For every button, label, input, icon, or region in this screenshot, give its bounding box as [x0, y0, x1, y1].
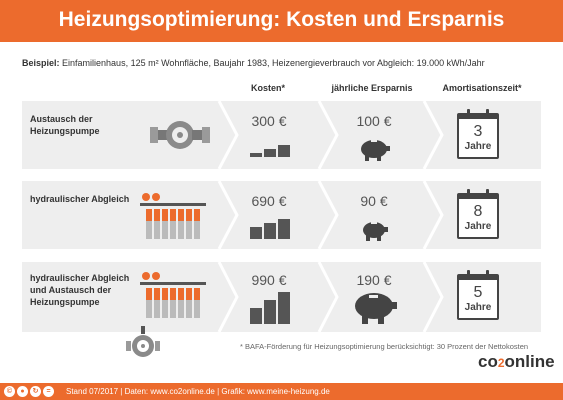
calendar-ring — [467, 270, 470, 278]
sa-icon: ↻ — [30, 386, 41, 397]
payback-unit: Jahre — [464, 141, 492, 152]
calendar-ring — [467, 109, 470, 117]
radiator-icon — [140, 193, 206, 239]
calendar-icon: 3 Jahre — [457, 109, 499, 159]
measure-row-pump: Austausch der Heizungspumpe 300 € 100 € … — [22, 101, 541, 169]
brand-logo[interactable]: co2online — [478, 352, 555, 372]
payback-unit: Jahre — [464, 221, 492, 232]
chevron-divider — [317, 181, 339, 249]
chevron-divider — [422, 262, 444, 332]
piggy-bank-icon — [355, 293, 397, 324]
page-title: Heizungsoptimierung: Kosten und Ersparni… — [58, 8, 505, 31]
footnote: * BAFA-Förderung für Heizungsoptimierung… — [240, 342, 529, 351]
piggy-bank-icon — [363, 222, 388, 241]
by-icon: ● — [17, 386, 28, 397]
measure-row-balancing: hydraulischer Abgleich 690 € 90 € 8 Jahr… — [22, 181, 541, 249]
measure-label: hydraulischer Abgleich — [30, 194, 130, 204]
measure-label: Austausch der Heizungspumpe — [30, 114, 100, 136]
chevron-divider — [217, 101, 239, 169]
chevron-divider — [217, 262, 239, 332]
saving-value: 90 € — [360, 193, 388, 209]
payback-years: 5 — [473, 284, 483, 301]
cost-value: 990 € — [251, 272, 287, 288]
cc-icon: © — [4, 386, 15, 397]
nd-icon: = — [43, 386, 54, 397]
cost-value: 300 € — [251, 113, 287, 129]
payback-years: 3 — [473, 123, 483, 140]
coins-icon — [250, 292, 290, 324]
brand-part: co — [478, 352, 498, 371]
column-header-payback: Amortisationszeit* — [442, 83, 522, 93]
chevron-divider — [217, 181, 239, 249]
cost-value: 690 € — [251, 193, 287, 209]
calendar-ring — [486, 109, 489, 117]
measure-label: hydraulischer Abgleich und Austausch der… — [30, 273, 130, 307]
chevron-divider — [422, 181, 444, 249]
chevron-divider — [317, 262, 339, 332]
pump-icon — [150, 121, 210, 149]
coins-icon — [250, 145, 290, 157]
calendar-icon: 8 Jahre — [457, 189, 499, 239]
calendar-ring — [486, 270, 489, 278]
brand-part: online — [504, 352, 555, 371]
coins-icon — [250, 219, 290, 239]
footer-credits: Stand 07/2017 | Daten: www.co2online.de … — [66, 387, 330, 396]
measure-row-combined: hydraulischer Abgleich und Austausch der… — [22, 262, 541, 332]
calendar-ring — [486, 189, 489, 197]
saving-value: 100 € — [356, 113, 392, 129]
header-bar: Heizungsoptimierung: Kosten und Ersparni… — [0, 0, 563, 42]
column-header-costs: Kosten* — [250, 83, 285, 93]
footer-bar: © ● ↻ = Stand 07/2017 | Daten: www.co2on… — [0, 383, 563, 400]
example-label: Beispiel: — [22, 58, 60, 68]
chevron-divider — [422, 101, 444, 169]
example-description: Beispiel: Einfamilienhaus, 125 m² Wohnfl… — [22, 58, 485, 68]
pump-icon — [126, 326, 160, 357]
piggy-bank-icon — [361, 140, 390, 161]
calendar-ring — [467, 189, 470, 197]
radiator-icon — [140, 272, 206, 318]
chevron-divider — [317, 101, 339, 169]
payback-unit: Jahre — [464, 302, 492, 313]
example-text: Einfamilienhaus, 125 m² Wohnfläche, Bauj… — [62, 58, 485, 68]
brand-part: 2 — [497, 356, 505, 370]
payback-years: 8 — [473, 203, 483, 220]
column-header-savings: jährliche Ersparnis — [331, 83, 413, 93]
saving-value: 190 € — [356, 272, 392, 288]
calendar-icon: 5 Jahre — [457, 270, 499, 320]
